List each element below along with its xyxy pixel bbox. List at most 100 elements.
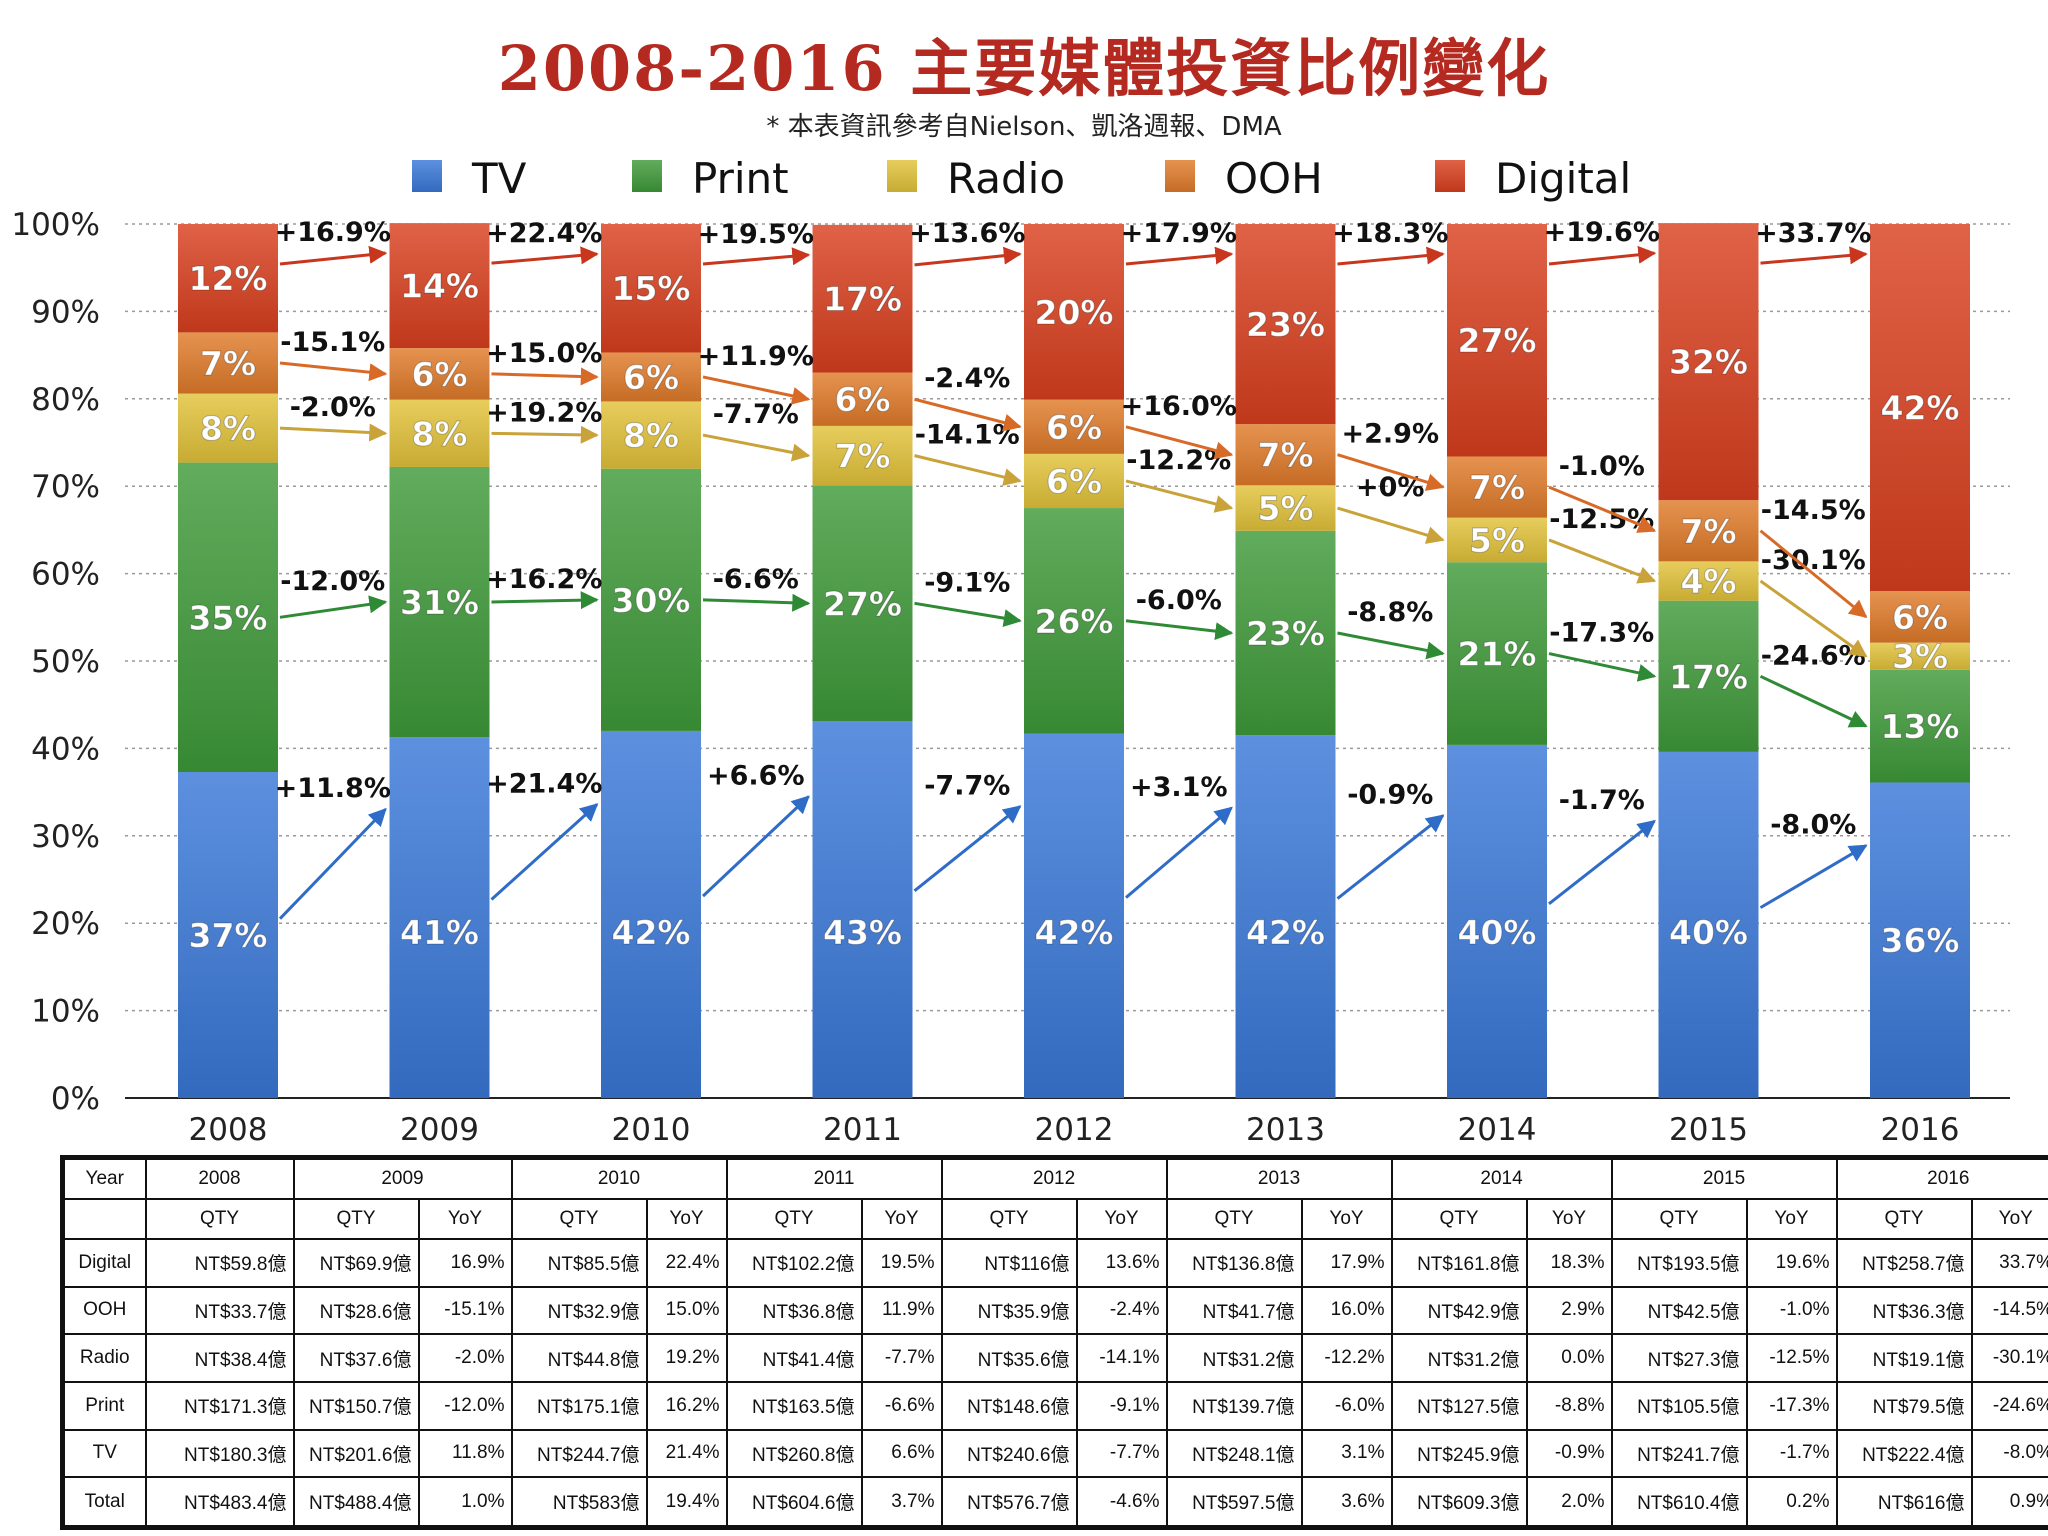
- bar-value-label-ooh: 6%: [1046, 408, 1102, 447]
- table-row-label: Digital: [61, 1237, 147, 1288]
- yoy-label-ooh: +11.9%: [698, 341, 814, 372]
- table-cell-qty: NT$36.8億: [725, 1285, 863, 1336]
- bar-segment-ooh-2010: [601, 352, 701, 402]
- table-cell-qty: NT$37.6億: [292, 1333, 420, 1383]
- yoy-label-digital: +18.3%: [1332, 218, 1448, 249]
- table-cell-qty: NT$150.7億: [292, 1380, 420, 1431]
- bar-value-label-radio: 5%: [1469, 521, 1525, 560]
- table-cell-yoy: 13.6%: [1075, 1237, 1168, 1288]
- table-subheader-qty: QTY: [1165, 1198, 1303, 1240]
- table-header-year-2016: 2016: [1835, 1156, 2048, 1201]
- table-subheader-blank: [61, 1198, 147, 1240]
- table-row: TV NT$180.3億 NT$201.6億 11.8% NT$244.7億 21.4% N…: [61, 1428, 2048, 1479]
- y-tick-label: 30%: [31, 819, 100, 855]
- bar-segment-radio-2010: [601, 401, 701, 469]
- table-cell-yoy: -14.5%: [1970, 1285, 2048, 1336]
- table-cell-qty: NT$222.4億: [1835, 1428, 1973, 1479]
- y-tick-label: 10%: [31, 994, 100, 1030]
- yoy-arrow-tv: [1125, 806, 1233, 899]
- table-cell-yoy: 11.9%: [860, 1285, 943, 1336]
- table-cell-qty: NT$32.9億: [510, 1285, 648, 1336]
- y-tick-label: 20%: [31, 906, 100, 942]
- y-tick-label: 80%: [31, 382, 100, 418]
- yoy-label-digital: +22.4%: [486, 218, 602, 249]
- bar-segment-radio-2008: [178, 393, 278, 463]
- table-cell-qty: NT$245.9億: [1390, 1428, 1528, 1479]
- x-tick-label: 2008: [189, 1112, 268, 1148]
- bar-value-label-radio: 8%: [411, 414, 467, 453]
- chart-title: 2008-2016 主要媒體投資比例變化: [497, 32, 1551, 105]
- yoy-arrow-print: [1337, 631, 1445, 660]
- bar-value-label-print: 17%: [1669, 657, 1748, 696]
- stacked-bar-chart: TV Print Radio OOH Digital 0% 10% 20% 30% 40% 50%…: [11, 154, 2010, 1148]
- table-cell-yoy: 3.1%: [1300, 1428, 1393, 1479]
- yoy-arrow-tv: [1759, 844, 1868, 909]
- table-cell-qty: NT$36.3億: [1835, 1285, 1973, 1336]
- yoy-arrow-radio: [491, 425, 599, 444]
- bar-segment-print-2009: [389, 466, 490, 738]
- table-header-year-2012: 2012: [940, 1156, 1168, 1201]
- table-header-year-2013: 2013: [1165, 1156, 1393, 1201]
- table-subheader-yoy: YoY: [417, 1198, 513, 1240]
- bar-value-label-radio: 8%: [200, 409, 256, 448]
- table-cell-yoy: -30.1%: [1970, 1333, 2048, 1383]
- table-cell-qty: NT$180.3億: [144, 1428, 295, 1479]
- chart-subtitle: * 本表資訊參考自Nielson、凱洛週報、DMA: [766, 112, 1282, 142]
- x-tick-label: 2014: [1458, 1112, 1537, 1148]
- yoy-arrow-radio: [1759, 579, 1868, 658]
- bar-value-label-digital: 20%: [1035, 293, 1114, 332]
- table-cell-yoy: 2.9%: [1525, 1285, 1613, 1336]
- table-cell-qty: NT$161.8億: [1390, 1237, 1528, 1288]
- bar-value-label-tv: 42%: [1246, 913, 1325, 952]
- bar-value-label-print: 31%: [400, 583, 479, 622]
- bar-value-label-ooh: 7%: [1469, 468, 1525, 507]
- table-cell-yoy: 19.4%: [645, 1476, 728, 1529]
- table-cell-yoy: 33.7%: [1970, 1237, 2048, 1288]
- y-tick-label: 50%: [31, 644, 100, 680]
- bar-segment-print-2014: [1447, 562, 1547, 745]
- table-subheader-qty: QTY: [144, 1198, 295, 1240]
- bar-segment-tv-2015: [1658, 751, 1759, 1098]
- bar-segment-radio-2014: [1447, 517, 1547, 563]
- table-cell-qty: NT$31.2億: [1390, 1333, 1528, 1383]
- bar-value-label-digital: 32%: [1669, 343, 1748, 382]
- table-cell-qty: NT$583億: [510, 1476, 648, 1529]
- legend-swatch-digital: [1435, 160, 1465, 192]
- table-cell-yoy: 19.5%: [860, 1237, 943, 1288]
- table-cell-yoy: -15.1%: [417, 1285, 513, 1336]
- yoy-label-tv: +11.8%: [275, 773, 391, 804]
- bar-value-label-ooh: 6%: [411, 355, 467, 394]
- yoy-label-ooh: -14.5%: [1761, 495, 1866, 526]
- table-cell-yoy: 0.2%: [1745, 1476, 1838, 1529]
- table-cell-qty: NT$241.7億: [1610, 1428, 1748, 1479]
- yoy-arrow-radio: [702, 433, 811, 462]
- table-cell-qty: NT$240.6億: [940, 1428, 1078, 1479]
- table-header-year: Year: [61, 1156, 147, 1201]
- yoy-label-ooh: +2.9%: [1341, 419, 1439, 450]
- bar-value-label-radio: 8%: [623, 416, 679, 455]
- yoy-arrow-print: [702, 593, 811, 612]
- table-cell-qty: NT$260.8億: [725, 1428, 863, 1479]
- yoy-label-radio: -30.1%: [1761, 545, 1866, 576]
- table-cell-qty: NT$116億: [940, 1237, 1078, 1288]
- yoy-arrow-digital: [491, 246, 599, 265]
- table-cell-yoy: 19.2%: [645, 1333, 728, 1383]
- table-cell-qty: NT$44.8億: [510, 1333, 648, 1383]
- table-header-year-2011: 2011: [725, 1156, 943, 1201]
- legend-label-digital: Digital: [1495, 154, 1631, 203]
- table-cell-yoy: 16.2%: [645, 1380, 728, 1431]
- bar-value-label-tv: 42%: [612, 913, 691, 952]
- bar-group: [178, 223, 1970, 1098]
- yoy-arrow-radio: [1125, 479, 1234, 513]
- bar-value-label-print: 13%: [1881, 707, 1960, 746]
- yoy-label-radio: -7.7%: [713, 399, 799, 430]
- table-subheader-yoy: YoY: [1970, 1198, 2048, 1240]
- table-subheader-qty: QTY: [292, 1198, 420, 1240]
- yoy-label-tv: -0.9%: [1347, 780, 1433, 811]
- legend-swatch-print: [632, 160, 662, 192]
- x-tick-label: 2016: [1881, 1112, 1960, 1148]
- bar-value-label-ooh: 6%: [834, 380, 890, 419]
- table-cell-qty: NT$163.5億: [725, 1380, 863, 1431]
- yoy-arrow-digital: [914, 246, 1022, 267]
- table-cell-yoy: -12.5%: [1745, 1333, 1838, 1383]
